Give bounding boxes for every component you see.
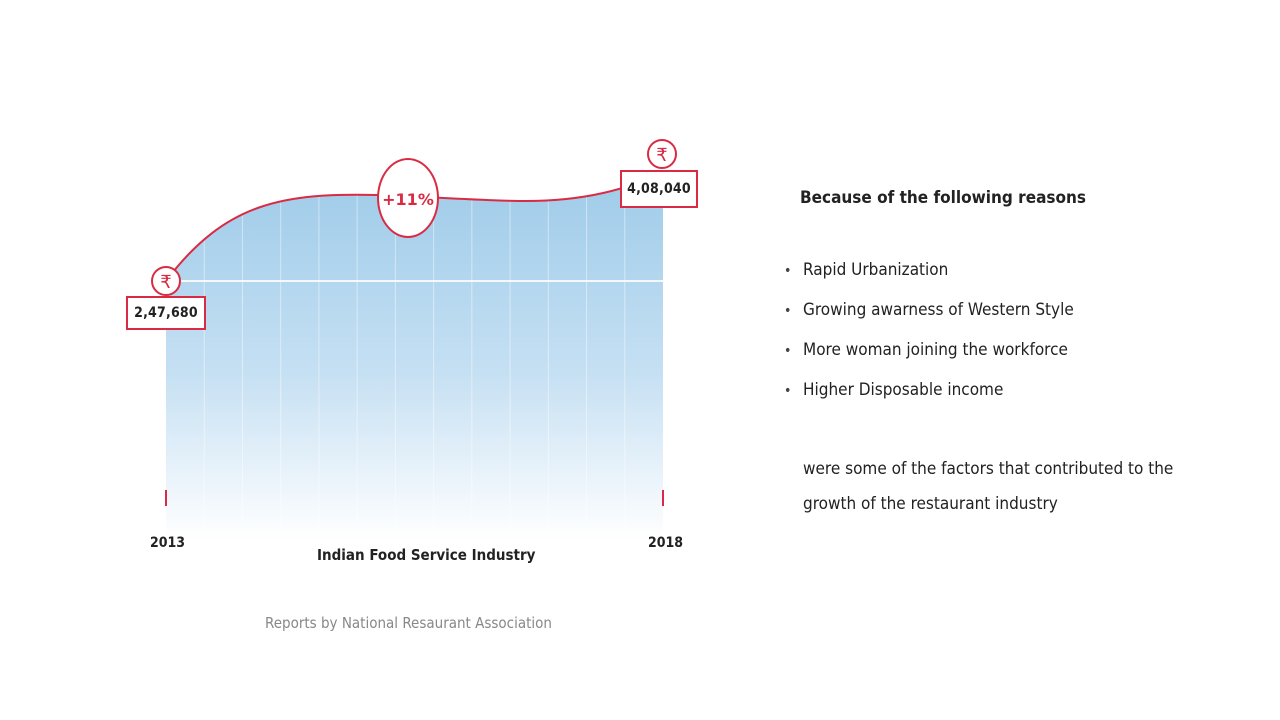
closing-line: growth of the restaurant industry: [803, 494, 1058, 514]
source-note: Reports by National Resaurant Associatio…: [265, 614, 552, 632]
bullet-icon: •: [784, 383, 792, 399]
x-tick-label-2018: 2018: [648, 535, 684, 551]
grid-lines: [203, 180, 626, 540]
area-fill: [166, 173, 663, 540]
list-item: • Rapid Urbanization: [784, 258, 1074, 298]
x-axis-title: Indian Food Service Industry: [317, 546, 536, 564]
bullet-icon: •: [784, 263, 792, 279]
reason-text: Rapid Urbanization: [803, 260, 949, 280]
reasons-heading: Because of the following reasons: [800, 188, 1087, 208]
reason-text: Higher Disposable income: [803, 380, 1004, 400]
x-tick-label-2013: 2013: [150, 535, 186, 551]
list-item: • Growing awarness of Western Style: [784, 298, 1074, 338]
list-item: • Higher Disposable income: [784, 378, 1074, 418]
bullet-icon: •: [784, 343, 792, 359]
reason-text: Growing awarness of Western Style: [803, 300, 1074, 320]
closing-text: were some of the factors that contribute…: [803, 452, 1203, 522]
reason-text: More woman joining the workforce: [803, 340, 1068, 360]
closing-line: were some of the factors that contribute…: [803, 459, 1174, 479]
data-label-2018: 4,08,040: [620, 170, 698, 208]
data-label-2013: 2,47,680: [126, 296, 206, 330]
rupee-icon-end: ₹: [647, 139, 677, 169]
bullet-icon: •: [784, 303, 792, 319]
reasons-list: • Rapid Urbanization • Growing awarness of…: [784, 258, 1074, 418]
growth-badge: +11%: [377, 158, 439, 238]
list-item: • More woman joining the workforce: [784, 338, 1074, 378]
rupee-icon-start: ₹: [151, 266, 181, 296]
